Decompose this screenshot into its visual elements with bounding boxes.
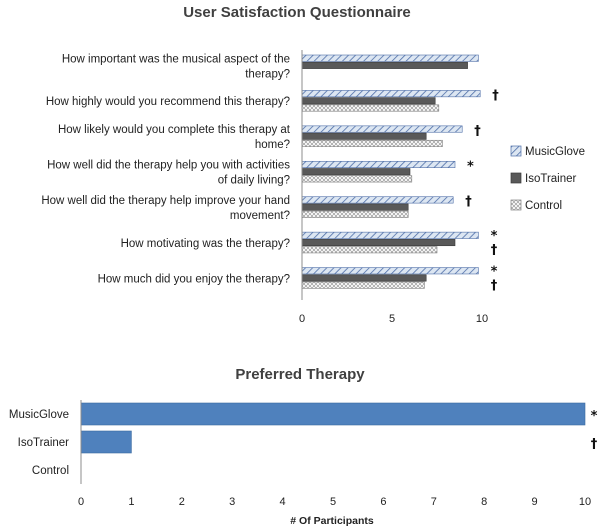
significance-mark: † (491, 279, 498, 294)
satisfaction-bars (301, 54, 481, 289)
question-label-line: How much did you enjoy the therapy? (98, 273, 290, 285)
question-label-line: How highly would you recommend this ther… (46, 96, 290, 108)
question-label-line: movement? (230, 210, 290, 222)
question-label: How well did the therapy help improve yo… (41, 195, 290, 222)
legend-label-musicglove: MusicGlove (525, 146, 585, 158)
preference-bars (80, 402, 586, 454)
x-tick-label: 0 (78, 496, 84, 508)
x-tick-label: 1 (128, 496, 134, 508)
preferred-therapy-chart: Preferred Therapy MusicGlove IsoTrainer Co… (9, 366, 598, 527)
significance-mark: † (492, 88, 499, 103)
legend-label-isotrainer: IsoTrainer (525, 173, 577, 185)
significance-mark: † (591, 437, 598, 452)
bar-control (301, 175, 413, 183)
bar-isotrainer (301, 97, 436, 105)
question-label: How motivating was the therapy? (121, 238, 290, 250)
significance-mark: † (465, 195, 472, 210)
significance-marks: ††*†*†*† (465, 88, 499, 293)
question-label: How well did the therapy help you with a… (47, 160, 290, 187)
x-tick-label: 8 (481, 496, 487, 508)
bar-musicglove (301, 90, 481, 98)
bar-control (301, 281, 425, 289)
bar-isotrainer (301, 239, 456, 247)
preference-bar (80, 430, 132, 454)
legend: MusicGlove IsoTrainer Control (510, 145, 585, 212)
bar-control (301, 246, 438, 254)
question-label-line: How well did the therapy help improve yo… (41, 195, 290, 207)
preference-bar (80, 402, 586, 426)
legend-label-control: Control (525, 200, 562, 212)
satisfaction-x-axis: 0 5 10 (299, 50, 488, 325)
question-label: How likely would you complete this thera… (58, 124, 291, 151)
question-label: How much did you enjoy the therapy? (98, 273, 290, 285)
bar-control (301, 104, 440, 112)
bar-isotrainer (301, 132, 427, 140)
satisfaction-chart-title: User Satisfaction Questionnaire (183, 4, 411, 21)
preference-x-axis-title: # Of Participants (290, 515, 374, 527)
question-label-line: home? (255, 139, 290, 151)
preferred-therapy-title: Preferred Therapy (235, 366, 365, 383)
bar-isotrainer (301, 274, 427, 282)
question-labels: How important was the musical aspect of … (41, 53, 290, 285)
significance-mark: * (591, 409, 598, 424)
x-tick-label: 5 (330, 496, 336, 508)
bar-musicglove (301, 54, 479, 62)
therapy-label: MusicGlove (9, 409, 69, 421)
significance-mark: * (491, 265, 498, 280)
question-label-line: of daily living? (218, 175, 290, 187)
preference-x-axis: 0 1 2 3 4 5 6 7 8 9 10 (78, 400, 591, 508)
question-label-line: How likely would you complete this thera… (58, 124, 291, 136)
question-label: How highly would you recommend this ther… (46, 96, 290, 108)
significance-mark: * (491, 229, 498, 244)
bar-musicglove (301, 160, 456, 168)
significance-mark: † (474, 124, 481, 139)
question-label-line: How important was the musical aspect of … (62, 53, 290, 65)
x-tick-label: 6 (380, 496, 386, 508)
question-label-line: How well did the therapy help you with a… (47, 160, 290, 172)
legend-swatch-isotrainer (510, 172, 522, 184)
question-label: How important was the musical aspect of … (62, 53, 290, 80)
legend-swatch-control (510, 199, 522, 211)
question-label-line: therapy? (245, 68, 290, 80)
x-tick-label: 3 (229, 496, 235, 508)
bar-control (301, 139, 443, 147)
therapy-label: Control (32, 465, 69, 477)
significance-mark: * (467, 159, 474, 174)
x-tick-label: 9 (532, 496, 538, 508)
x-tick-label: 7 (431, 496, 437, 508)
bar-musicglove (301, 125, 463, 133)
legend-swatch-musicglove (510, 145, 522, 157)
bar-isotrainer (301, 203, 409, 211)
significance-mark: † (491, 243, 498, 258)
question-label-line: How motivating was the therapy? (121, 238, 290, 250)
x-tick-label: 10 (476, 313, 488, 325)
x-tick-label: 2 (179, 496, 185, 508)
bar-musicglove (301, 196, 454, 204)
therapy-labels: MusicGlove IsoTrainer Control (9, 409, 69, 477)
x-tick-label: 10 (579, 496, 591, 508)
bar-isotrainer (301, 168, 411, 176)
preference-significance-marks: *† (591, 409, 598, 452)
satisfaction-chart: User Satisfaction Questionnaire How impo… (41, 4, 585, 325)
therapy-label: IsoTrainer (18, 437, 70, 449)
bar-musicglove (301, 267, 479, 275)
x-tick-label: 0 (299, 313, 305, 325)
x-tick-label: 5 (389, 313, 395, 325)
bar-musicglove (301, 231, 479, 239)
x-tick-label: 4 (280, 496, 286, 508)
bar-isotrainer (301, 61, 468, 69)
bar-control (301, 210, 409, 218)
